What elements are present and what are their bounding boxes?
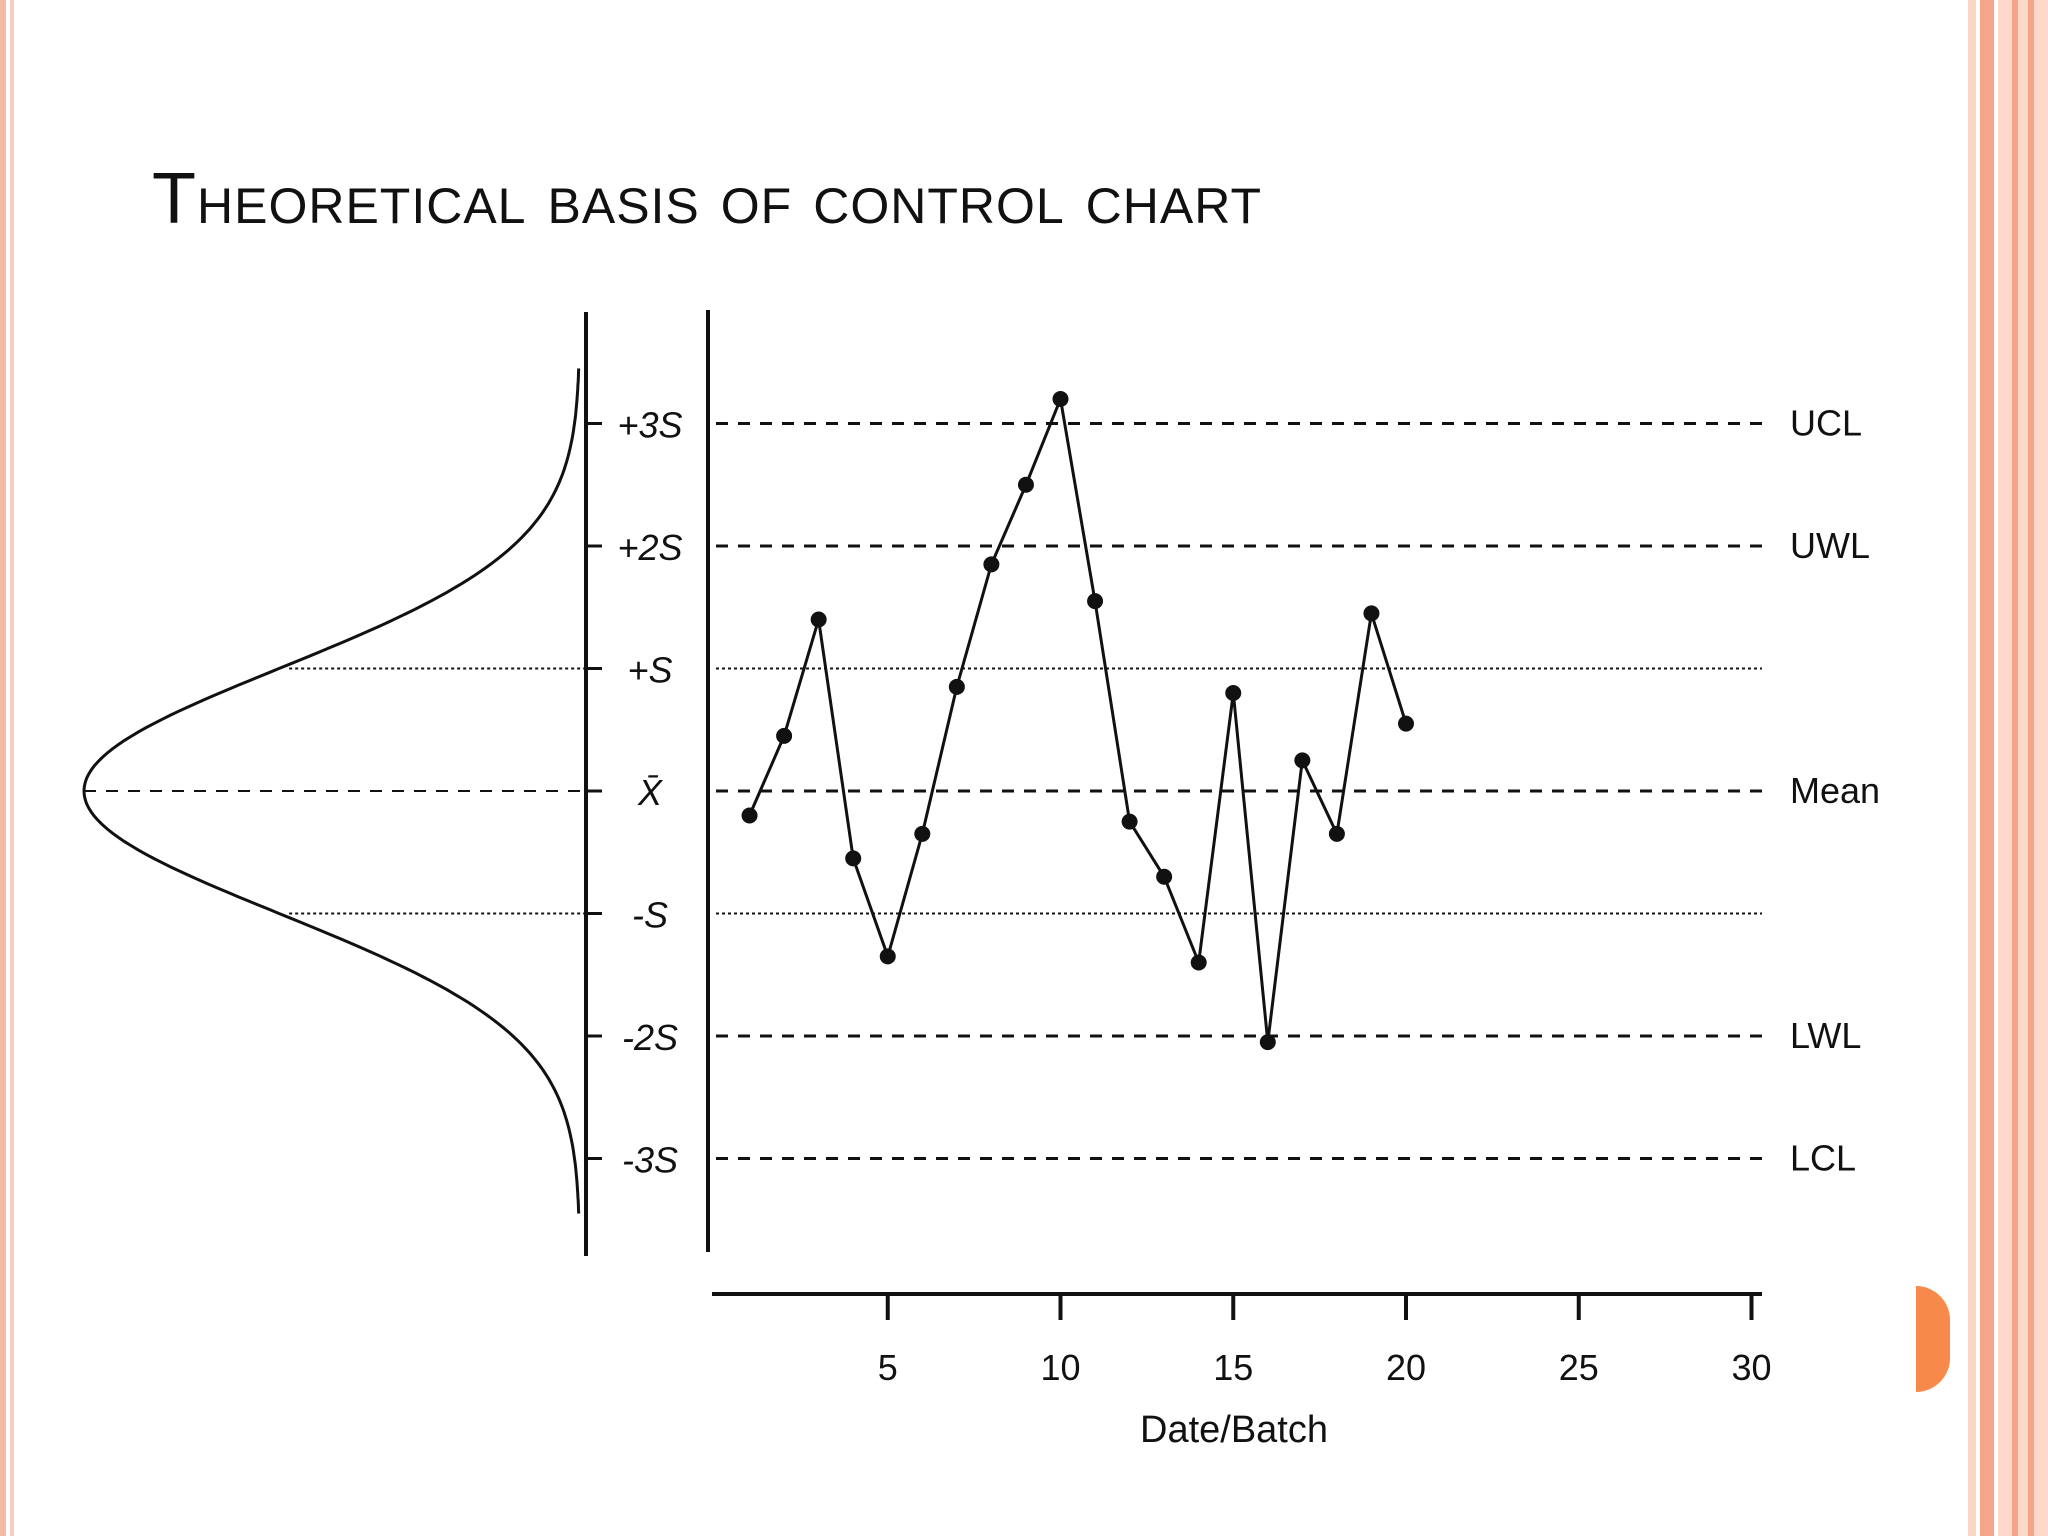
data-point [1294,752,1311,769]
right-border [1968,0,2048,1536]
y-tick-label: -S [632,895,668,936]
control-line-label: UCL [1790,403,1862,444]
data-point [879,948,896,965]
y-tick-label: -2S [622,1017,678,1058]
y-tick-label: X̄ [637,772,664,813]
control-line-label: LCL [1790,1138,1856,1179]
control-line-label: UWL [1790,525,1870,566]
data-point [983,556,1000,573]
x-tick-label: 20 [1386,1347,1426,1388]
data-point [1259,1034,1276,1051]
data-point [1087,593,1104,610]
data-point [810,611,827,628]
control-line-label: Mean [1790,770,1880,811]
control-line-label: LWL [1790,1015,1861,1056]
x-tick-label: 30 [1731,1347,1771,1388]
x-axis-title: Date/Batch [1140,1409,1328,1451]
y-tick-label: +S [627,650,672,691]
data-point [776,727,793,744]
right-border-stripe [1998,0,2048,1536]
data-point [741,807,758,824]
data-point [1328,825,1345,842]
left-border [0,0,18,1536]
data-point [1190,954,1207,971]
y-tick-label: -3S [622,1140,678,1181]
slide-title: Theoretical basis of control chart [152,159,1262,239]
data-point [914,825,931,842]
data-point [1225,685,1242,701]
right-border-stripe [1968,0,1976,1536]
data-point [948,678,965,695]
x-tick-label: 15 [1213,1347,1253,1388]
data-point [1121,813,1138,830]
left-border-stripe [0,0,6,1536]
y-tick-label: +2S [617,527,682,568]
data-point [845,850,862,867]
x-tick-label: 5 [878,1347,898,1388]
slide-accent-tab [1916,1286,1950,1392]
right-border-stripe [2012,0,2018,1536]
right-border-stripe [2028,0,2034,1536]
data-point [1017,476,1034,493]
y-tick-label: +3S [617,405,682,446]
series-line [748,393,1408,1043]
right-border-stripe [1980,0,1994,1536]
x-tick-label: 25 [1559,1347,1599,1388]
left-border-stripe [10,0,14,1536]
data-point [1363,605,1380,622]
data-point [1052,391,1069,407]
x-tick-label: 10 [1040,1347,1080,1388]
data-point [1156,868,1173,885]
data-point [1398,715,1414,732]
